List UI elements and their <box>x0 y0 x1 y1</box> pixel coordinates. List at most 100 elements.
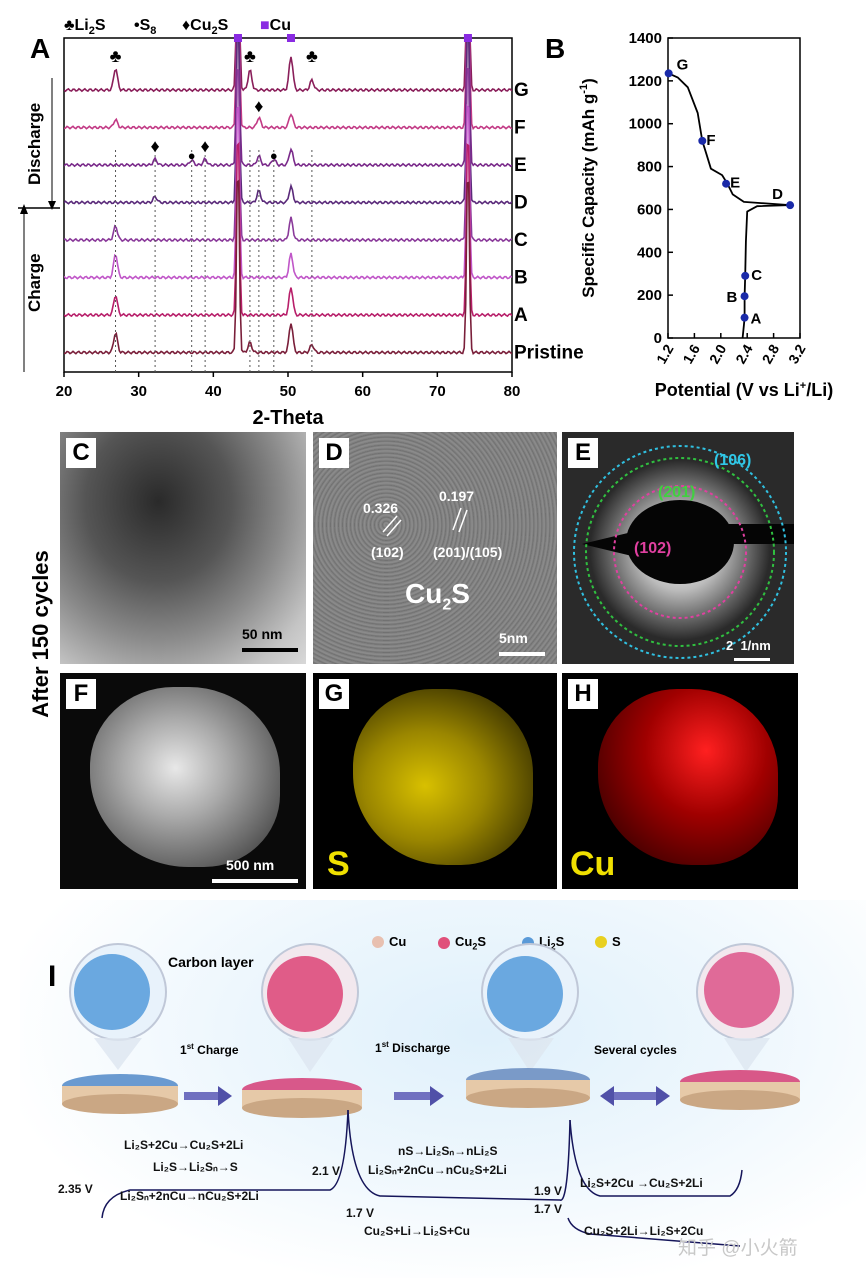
panel-c-letter: C <box>66 438 96 468</box>
capacity-point <box>722 179 731 188</box>
arrow-cycles-icon <box>600 1086 670 1106</box>
discharge-arrowhead-icon <box>48 201 56 210</box>
voltage-19: 1.9 V <box>534 1184 563 1198</box>
plane-label-2: (201)/(105) <box>433 544 503 560</box>
y-tick-label-b: 200 <box>637 287 662 304</box>
x-tick-label-a: 70 <box>429 383 446 400</box>
panel-g-letter: G <box>319 679 349 709</box>
cu-dot-icon <box>372 935 384 948</box>
panel-a-letter: A <box>30 33 51 64</box>
capacity-point-label: D <box>772 186 783 203</box>
y-tick-label-b: 800 <box>637 159 662 176</box>
eq-2: Li₂S→Li₂Sₙ→S <box>153 1160 238 1174</box>
legend-s: S <box>595 934 621 949</box>
capacity-point-label: B <box>727 289 738 306</box>
element-label-cu: Cu <box>570 845 616 883</box>
cu-marker <box>463 34 472 42</box>
legend-item-a: •S8 <box>134 17 156 37</box>
phase-marker: ♣ <box>306 46 318 66</box>
cu2s-dot-icon <box>438 936 450 949</box>
panel-i-letter: I <box>48 960 57 993</box>
phase-marker: ● <box>270 148 278 163</box>
voltage-235: 2.35 V <box>58 1182 93 1196</box>
hrtem-image-d: D 0.326 (102) 0.197 (201)/(105) Cu2S 5nm <box>313 432 557 664</box>
scale-label-c: 50 nm <box>242 626 283 642</box>
saed-image-e: E (106) (201) (102) 2 1/nm <box>562 432 794 664</box>
phase-marker: ● <box>188 148 196 163</box>
legend-cu: Cu <box>372 934 406 949</box>
watermark: 知乎 @小火箭 <box>678 1238 798 1259</box>
phase-marker: ♣ <box>244 46 256 66</box>
y-tick-label-b: 0 <box>654 330 662 347</box>
carbon-layer-label: Carbon layer <box>168 954 254 970</box>
capacity-point-label: E <box>730 175 740 192</box>
substrate-3 <box>466 1068 590 1108</box>
legend-item-a: ♦Cu2S <box>182 17 229 37</box>
eq-7: Li₂S+2Cu →Cu₂S+2Li <box>580 1176 703 1190</box>
eq-6: Cu₂S+Li→Li₂S+Cu <box>364 1224 471 1238</box>
y-tick-label-b: 1000 <box>629 116 662 133</box>
xrd-chart: ♣Li2S •S8 ♦Cu2S ■Cu 20 30 40 50 60 70 80 2-Theta GFE… <box>18 17 584 429</box>
step-discharge-label: 1st Discharge <box>375 1040 451 1055</box>
tem-image-c: C 50 nm <box>60 432 306 664</box>
x-tick-label-b: 2.8 <box>759 341 783 366</box>
plot-frame-a <box>63 37 513 373</box>
region-label-charge: Charge <box>25 253 44 312</box>
substrate-4 <box>680 1070 800 1110</box>
trace-label: F <box>514 118 526 139</box>
capacity-point-label: F <box>706 132 715 149</box>
voltage-21: 2.1 V <box>312 1164 341 1178</box>
plane-label-1: (102) <box>371 544 404 560</box>
phase-label: Cu2S <box>405 578 470 614</box>
xrd-trace <box>64 141 512 318</box>
saed-pattern <box>573 445 794 659</box>
phase-marker: ♣ <box>110 46 122 66</box>
y-tick-label-b: 1400 <box>629 30 662 47</box>
phase-marker: ♦ <box>150 136 159 156</box>
plot-frame-b <box>667 37 801 339</box>
voltage-curve-1 <box>101 1109 349 1219</box>
particle-cu <box>598 689 778 865</box>
x-tick-label-a: 40 <box>205 383 222 400</box>
scale-bar-e <box>734 658 770 661</box>
voltage-17b: 1.7 V <box>534 1202 563 1216</box>
eds-map-cu: H Cu <box>562 673 798 889</box>
step-cycles-label: Several cycles <box>594 1043 677 1057</box>
panel-b-letter: B <box>545 33 566 64</box>
x-tick-label-a: 20 <box>56 383 73 400</box>
y-tick-label-b: 600 <box>637 201 662 218</box>
scale-bar-f <box>212 879 298 883</box>
legend-item-a: ■Cu <box>260 17 291 34</box>
ring-label-102: (102) <box>634 540 672 557</box>
voltage-17a: 1.7 V <box>346 1206 375 1220</box>
particle-s <box>353 689 533 865</box>
eds-map-s: G S <box>313 673 557 889</box>
trace-label: Pristine <box>514 343 584 364</box>
x-tick-label-a: 80 <box>504 383 521 400</box>
capacity-point-label: A <box>751 311 762 328</box>
ring-label-106: (106) <box>714 452 752 469</box>
capacity-point <box>740 313 749 322</box>
step-charge-label: 1st Charge <box>180 1042 239 1057</box>
xrd-trace <box>64 38 512 205</box>
capacity-point <box>698 136 707 145</box>
xrd-trace <box>64 38 512 131</box>
bubble-1 <box>69 943 167 1070</box>
trace-label: G <box>514 80 529 101</box>
arrow-charge-icon <box>184 1086 232 1106</box>
voltage-curve-4 <box>567 1217 741 1247</box>
xrd-trace <box>64 38 512 93</box>
eq-5: Li₂Sₙ+2nCu→nCu₂S+2Li <box>368 1163 507 1177</box>
voltage-curve-2 <box>347 1109 571 1201</box>
legend-cu2s: Cu2S <box>438 934 486 952</box>
y-tick-label-b: 400 <box>637 244 662 261</box>
ring-label-201: (201) <box>658 484 696 501</box>
eq-8: Cu₂S+2Li→Li₂S+2Cu <box>584 1224 704 1238</box>
xrd-trace <box>64 38 512 168</box>
capacity-point <box>741 271 750 280</box>
y-axis-label-b: Specific Capacity (mAh g-1) <box>578 78 598 298</box>
panel-d-letter: D <box>319 438 349 468</box>
eq-1: Li₂S+2Cu→Cu₂S+2Li <box>124 1138 244 1152</box>
x-axis-label-b: Potential (V vs Li+/Li) <box>655 380 833 400</box>
